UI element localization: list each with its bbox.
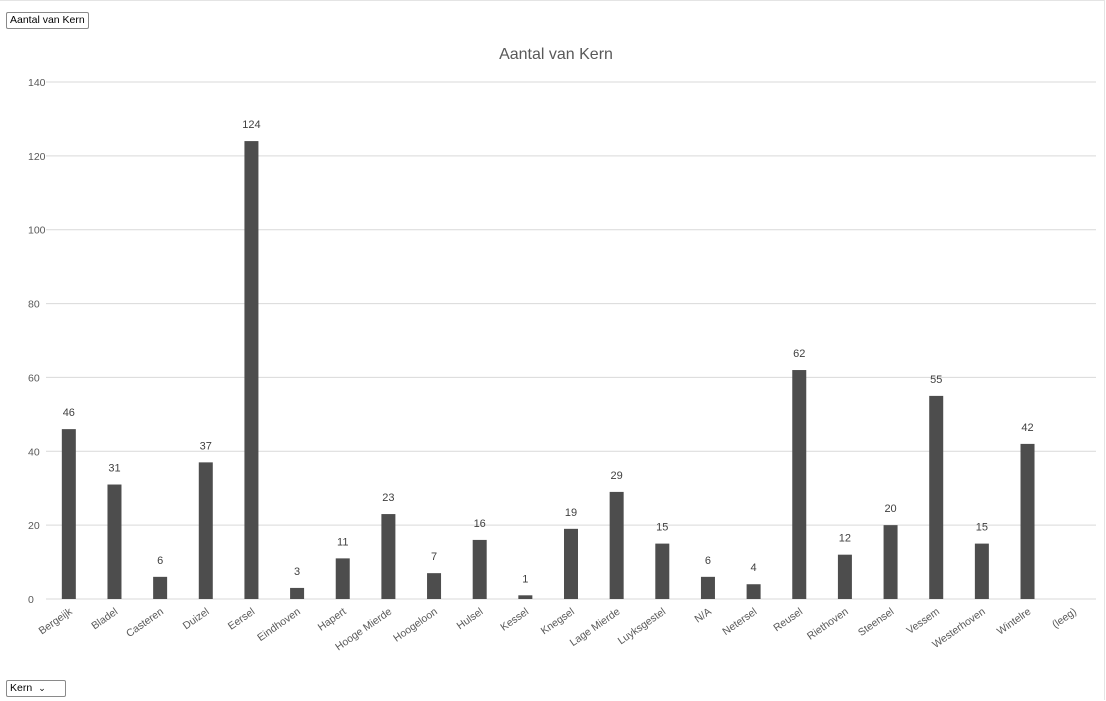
data-label: 62 [793, 348, 805, 360]
y-axis-ticks: 0 20 40 60 80 100 120 140 [28, 77, 46, 606]
category-labels: Bergeijk Bladel Casteren Duizel EerselEindho… [37, 605, 1079, 653]
y-tick-label: 80 [28, 299, 40, 311]
bar [883, 525, 898, 599]
data-label: 12 [839, 533, 851, 545]
data-label: 46 [63, 407, 75, 419]
category-label: Casteren [124, 606, 166, 640]
bar [837, 554, 852, 599]
y-tick-label: 20 [28, 520, 40, 532]
category-label: (leeg) [1050, 606, 1079, 631]
y-tick-label: 100 [28, 225, 46, 237]
data-label: 20 [884, 503, 896, 515]
category-label: Knegsel [539, 606, 577, 638]
data-label: 29 [611, 470, 623, 482]
bar [290, 587, 305, 599]
data-labels: 46 31 6 37 124 3 11 23 7 16 1 19 29 15 6 4 62 12 20 55 15 42 [63, 119, 1034, 585]
chart-title: Aantal van Kern [499, 46, 613, 63]
data-label: 11 [337, 536, 348, 548]
bar [198, 462, 213, 599]
bar [1020, 443, 1035, 599]
data-label: 31 [108, 463, 120, 475]
chevron-down-icon: ⌄ [38, 683, 46, 693]
category-label: Bergeijk [37, 605, 76, 637]
data-label: 16 [474, 518, 486, 530]
y-tick-label: 40 [28, 446, 40, 458]
bar [472, 539, 487, 599]
y-tick-label: 0 [28, 594, 34, 606]
bars [61, 141, 1035, 600]
bar [335, 558, 350, 599]
data-label: 15 [656, 522, 668, 534]
category-label: Steensel [856, 606, 896, 639]
category-label: Hoogeloon [391, 606, 440, 645]
data-label: 42 [1021, 422, 1033, 434]
data-label: 37 [200, 440, 212, 452]
bar [153, 576, 168, 599]
value-field-button[interactable]: Aantal van Kern [6, 12, 89, 29]
bar [929, 395, 944, 599]
bar [427, 573, 442, 599]
category-label: Riethoven [805, 606, 851, 643]
bar [564, 528, 578, 599]
category-label: Duizel [181, 606, 212, 633]
bar [107, 484, 122, 599]
y-tick-label: 120 [28, 151, 46, 163]
axis-field-dropdown[interactable]: Kern ⌄ [6, 680, 66, 697]
data-label: 6 [157, 555, 163, 567]
bar [792, 370, 807, 599]
data-label: 4 [751, 562, 757, 574]
category-label: Hulsel [455, 606, 486, 633]
bar [244, 141, 259, 600]
data-label: 7 [431, 551, 437, 563]
category-label: Luyksgestel [616, 606, 668, 648]
category-label: Eindhoven [255, 606, 303, 644]
bar [655, 543, 670, 599]
y-tick-label: 60 [28, 372, 40, 384]
bar [974, 543, 989, 599]
data-label: 6 [705, 555, 711, 567]
category-label: Wintelre [995, 606, 1034, 638]
bar [700, 576, 715, 599]
data-label: 1 [522, 573, 528, 585]
category-label: Lage Mierde [568, 606, 623, 649]
data-label: 124 [242, 119, 260, 131]
category-label: Vessem [904, 605, 942, 636]
data-label: 19 [565, 507, 577, 519]
y-tick-label: 140 [28, 77, 46, 89]
data-label: 23 [382, 492, 394, 504]
category-label: Reusel [771, 606, 805, 635]
category-label: N/A [692, 606, 713, 626]
bar [518, 595, 533, 599]
data-label: 3 [294, 566, 300, 578]
category-label: Kessel [498, 606, 531, 634]
bar [61, 429, 76, 599]
category-label: Netersel [720, 606, 759, 638]
category-label: Eersel [226, 606, 257, 633]
axis-field-label: Kern [10, 682, 33, 694]
bar [746, 584, 761, 599]
data-label: 15 [976, 522, 988, 534]
category-label: Bladel [89, 606, 120, 633]
data-label: 55 [930, 374, 942, 386]
gridlines [46, 81, 1096, 600]
bar [609, 491, 624, 599]
bar [381, 514, 396, 599]
category-label: Hapert [316, 606, 349, 634]
